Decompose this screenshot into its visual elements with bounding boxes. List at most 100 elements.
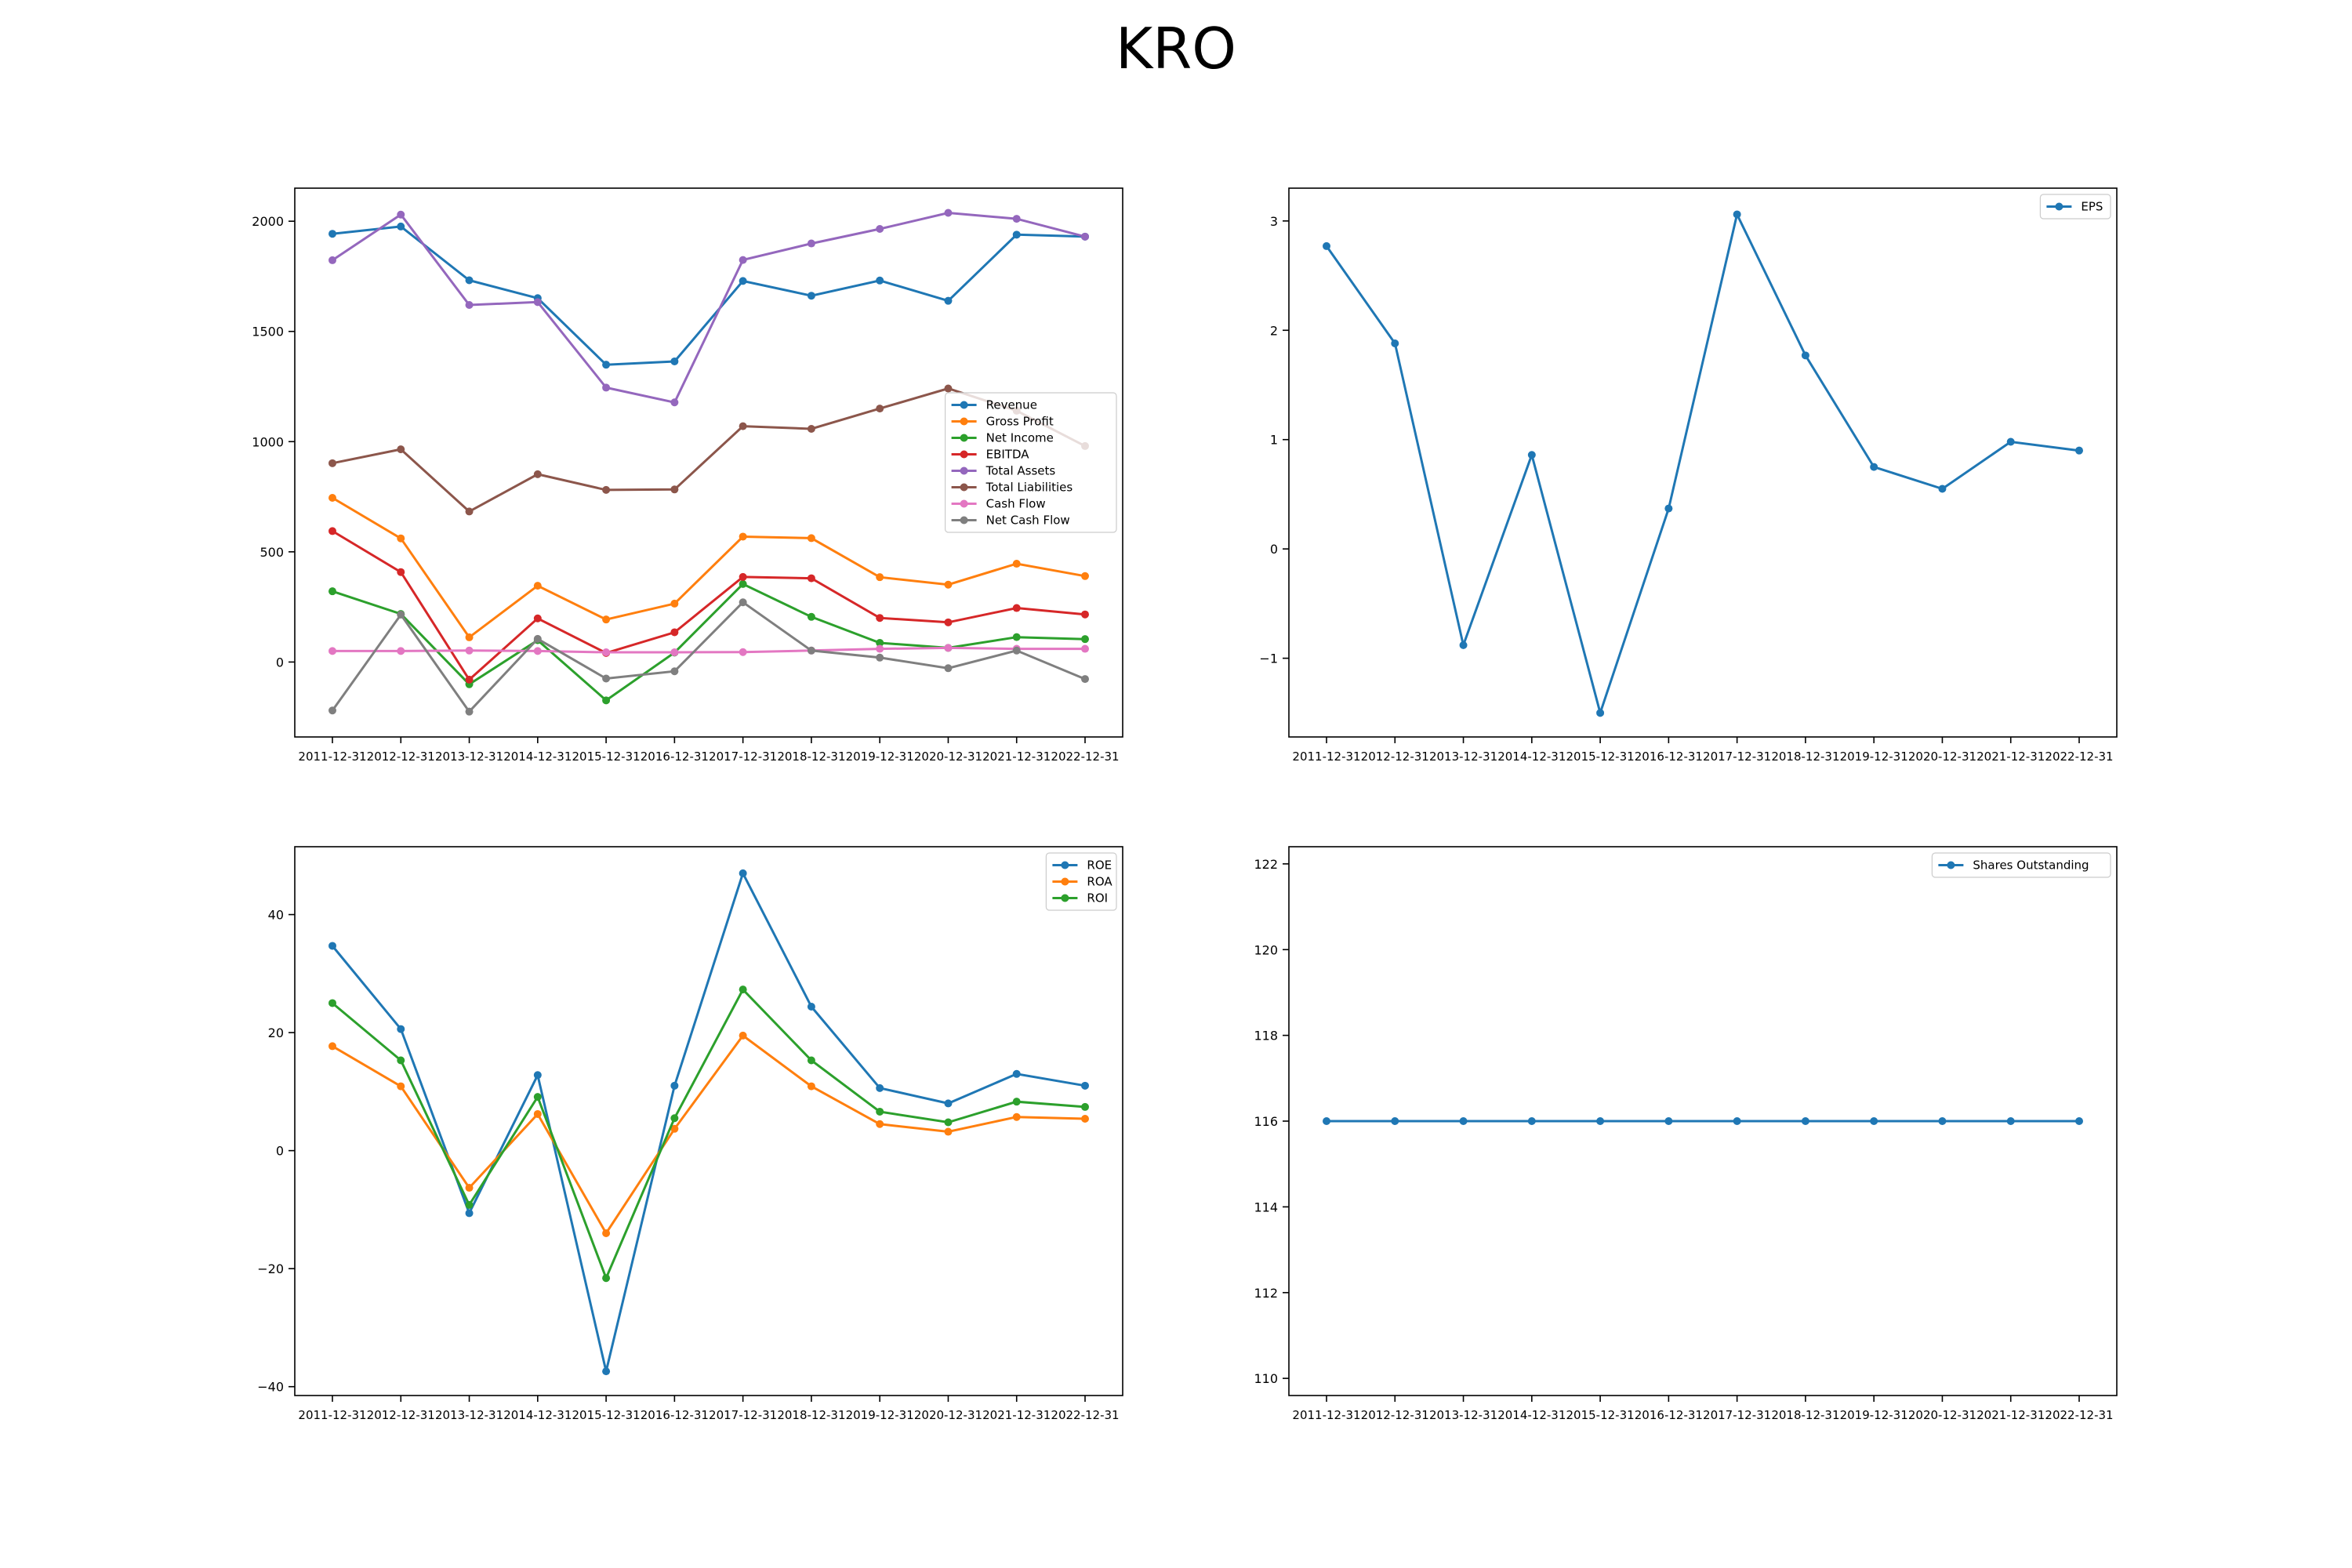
plot-frame [294,187,1123,738]
data-point [944,209,953,217]
x-tick-label: 2013-12-31 [1429,1408,1497,1422]
x-tick-label: 2016-12-31 [641,1408,709,1422]
series-line-total-liabilities [332,387,1086,514]
legend-marker [960,417,968,426]
x-tick-label: 2022-12-31 [1051,750,1119,764]
data-point [670,485,679,494]
x-tick-label: 2018-12-31 [1771,750,1839,764]
data-point [1081,572,1089,580]
y-tick-label: 114 [1254,1200,1278,1214]
legend-marker [1061,877,1069,886]
data-point [944,1099,953,1108]
series-line-roa [332,1033,1086,1236]
x-tick-label: 2011-12-31 [298,1408,366,1422]
data-point [944,644,953,652]
legend-marker [960,483,968,492]
data-point [739,572,747,581]
x-tick-label: 2015-12-31 [572,1408,640,1422]
x-tick-label: 2012-12-31 [1361,1408,1429,1422]
data-point [876,1107,884,1116]
data-point [465,1184,474,1192]
data-point [807,424,815,433]
data-point [328,999,336,1007]
y-tick-label: 2000 [252,214,284,229]
series-line-net-income [332,583,1086,702]
x-tick-label: 2013-12-31 [435,750,503,764]
data-point [1527,1117,1536,1125]
plot-frame [1288,846,2118,1396]
data-point [944,296,953,305]
data-point [1801,351,1809,360]
data-point [670,628,679,637]
x-tick-label: 2011-12-31 [298,750,366,764]
data-point [328,527,336,535]
x-tick-label: 2012-12-31 [367,1408,435,1422]
legend-label: Shares Outstanding [1973,858,2089,873]
data-point [1459,1117,1468,1125]
legend-label: Total Liabilities [985,481,1073,495]
data-point [397,1082,405,1091]
legend-label: ROE [1087,858,1112,873]
y-tick-label: 1 [1270,433,1278,448]
data-point [1081,232,1089,241]
data-point [739,579,747,588]
x-tick-label: 2018-12-31 [1771,1408,1839,1422]
legend-marker [960,434,968,442]
legend-label: EBITDA [986,448,1030,462]
data-point [1081,644,1089,653]
x-tick-label: 2011-12-31 [1292,750,1360,764]
data-point [465,276,474,285]
series-line-gross-profit [332,496,1086,640]
x-tick-label: 2018-12-31 [777,1408,845,1422]
data-point [1664,1117,1673,1125]
x-tick-label: 2017-12-31 [709,750,777,764]
y-tick-label: 0 [276,1144,284,1159]
x-tick-label: 2016-12-31 [1635,1408,1703,1422]
data-point [602,648,611,657]
y-tick-label: −40 [257,1380,284,1395]
series-line-roi [332,987,1086,1282]
data-point [397,610,405,619]
data-point [328,256,336,264]
chart-returns: −40 −20 0 20 40 2011-12-31 2012-12-31 2013-12-3… [257,846,1123,1422]
data-point [1012,215,1021,223]
series-line-ebitda [332,530,1086,682]
series-line-cash-flow [332,646,1085,654]
legend-label: Net Income [986,431,1054,445]
data-point [397,568,405,576]
y-tick-label: 122 [1254,857,1278,872]
data-point [1012,604,1021,612]
legend-marker [960,499,968,508]
x-tick-label: 2012-12-31 [367,750,435,764]
data-point [1596,709,1605,717]
legend-label: ROA [1087,875,1112,889]
data-point [807,1056,815,1065]
data-point [1938,485,1947,493]
data-point [1938,1117,1947,1125]
legend: ROE ROA ROI [1045,852,1117,911]
data-point [739,648,747,656]
data-point [739,869,747,877]
y-tick-label: 120 [1254,942,1278,957]
data-point [602,1367,611,1376]
data-point [1391,1117,1399,1125]
x-tick-label: 2018-12-31 [777,750,845,764]
data-point [944,1127,953,1136]
data-point [1081,635,1089,644]
y-tick-label: 20 [268,1025,284,1040]
data-point [328,459,336,467]
data-point [397,445,405,454]
data-point [1012,1098,1021,1106]
data-point [876,614,884,622]
data-point [1391,339,1399,348]
x-tick-label: 2019-12-31 [846,750,914,764]
y-tick-label: 0 [1270,542,1278,557]
data-point [465,707,474,716]
data-point [397,1056,405,1065]
legend-label: Net Cash Flow [986,514,1070,528]
y-tick-label: −20 [257,1261,284,1276]
y-tick-label: 1000 [252,434,284,449]
data-point [2075,446,2083,455]
legend-label: Revenue [986,398,1037,412]
series-line-total-assets [332,211,1086,405]
